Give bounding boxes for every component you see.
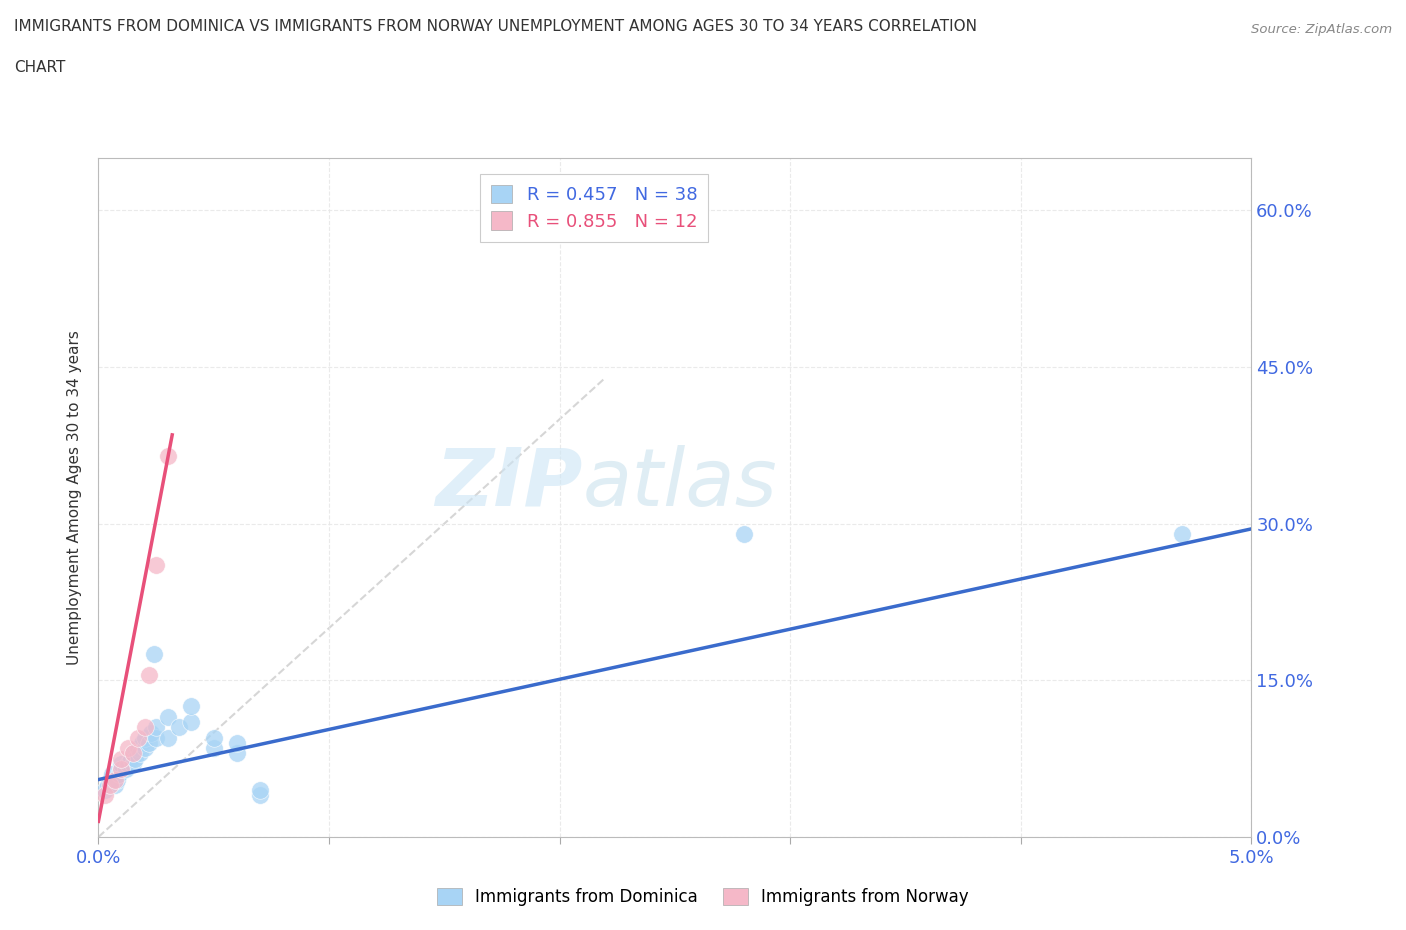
Point bbox=[145, 720, 167, 735]
Point bbox=[124, 751, 146, 766]
Text: Source: ZipAtlas.com: Source: ZipAtlas.com bbox=[1251, 23, 1392, 36]
Point bbox=[103, 777, 125, 792]
Point bbox=[120, 751, 142, 766]
Point bbox=[117, 741, 139, 756]
Text: IMMIGRANTS FROM DOMINICA VS IMMIGRANTS FROM NORWAY UNEMPLOYMENT AMONG AGES 30 TO: IMMIGRANTS FROM DOMINICA VS IMMIGRANTS F… bbox=[14, 19, 977, 33]
Point bbox=[134, 730, 156, 745]
Point bbox=[97, 777, 120, 792]
Y-axis label: Unemployment Among Ages 30 to 34 years: Unemployment Among Ages 30 to 34 years bbox=[67, 330, 83, 665]
Point bbox=[249, 782, 271, 797]
Point bbox=[138, 668, 160, 683]
Legend: R = 0.457   N = 38, R = 0.855   N = 12: R = 0.457 N = 38, R = 0.855 N = 12 bbox=[479, 174, 709, 242]
Point bbox=[103, 772, 125, 787]
Point bbox=[110, 751, 132, 766]
Point bbox=[110, 756, 132, 771]
Point bbox=[101, 767, 124, 782]
Point bbox=[141, 725, 163, 740]
Point bbox=[122, 756, 145, 771]
Point bbox=[249, 788, 271, 803]
Point bbox=[94, 782, 117, 797]
Point bbox=[108, 767, 131, 782]
Point bbox=[156, 730, 179, 745]
Point bbox=[202, 741, 225, 756]
Text: atlas: atlas bbox=[582, 445, 778, 523]
Point bbox=[131, 736, 153, 751]
Point bbox=[202, 730, 225, 745]
Point bbox=[167, 720, 190, 735]
Point bbox=[127, 741, 149, 756]
Point bbox=[127, 730, 149, 745]
Point bbox=[117, 756, 139, 771]
Point bbox=[98, 772, 121, 787]
Point bbox=[145, 730, 167, 745]
Point bbox=[142, 646, 165, 661]
Point bbox=[225, 746, 247, 761]
Point bbox=[122, 746, 145, 761]
Point bbox=[105, 772, 128, 787]
Point bbox=[129, 746, 152, 761]
Point bbox=[98, 777, 121, 792]
Point bbox=[225, 736, 247, 751]
Point bbox=[156, 710, 179, 724]
Point bbox=[115, 762, 138, 777]
Point bbox=[145, 558, 167, 573]
Point bbox=[110, 762, 132, 777]
Point bbox=[94, 788, 117, 803]
Point bbox=[134, 720, 156, 735]
Point bbox=[134, 741, 156, 756]
Legend: Immigrants from Dominica, Immigrants from Norway: Immigrants from Dominica, Immigrants fro… bbox=[430, 881, 976, 912]
Point bbox=[1171, 526, 1194, 541]
Text: CHART: CHART bbox=[14, 60, 66, 75]
Point bbox=[156, 448, 179, 463]
Point bbox=[122, 746, 145, 761]
Point bbox=[733, 526, 755, 541]
Text: ZIP: ZIP bbox=[436, 445, 582, 523]
Point bbox=[180, 714, 202, 729]
Point bbox=[180, 699, 202, 714]
Point bbox=[138, 736, 160, 751]
Point bbox=[110, 762, 132, 777]
